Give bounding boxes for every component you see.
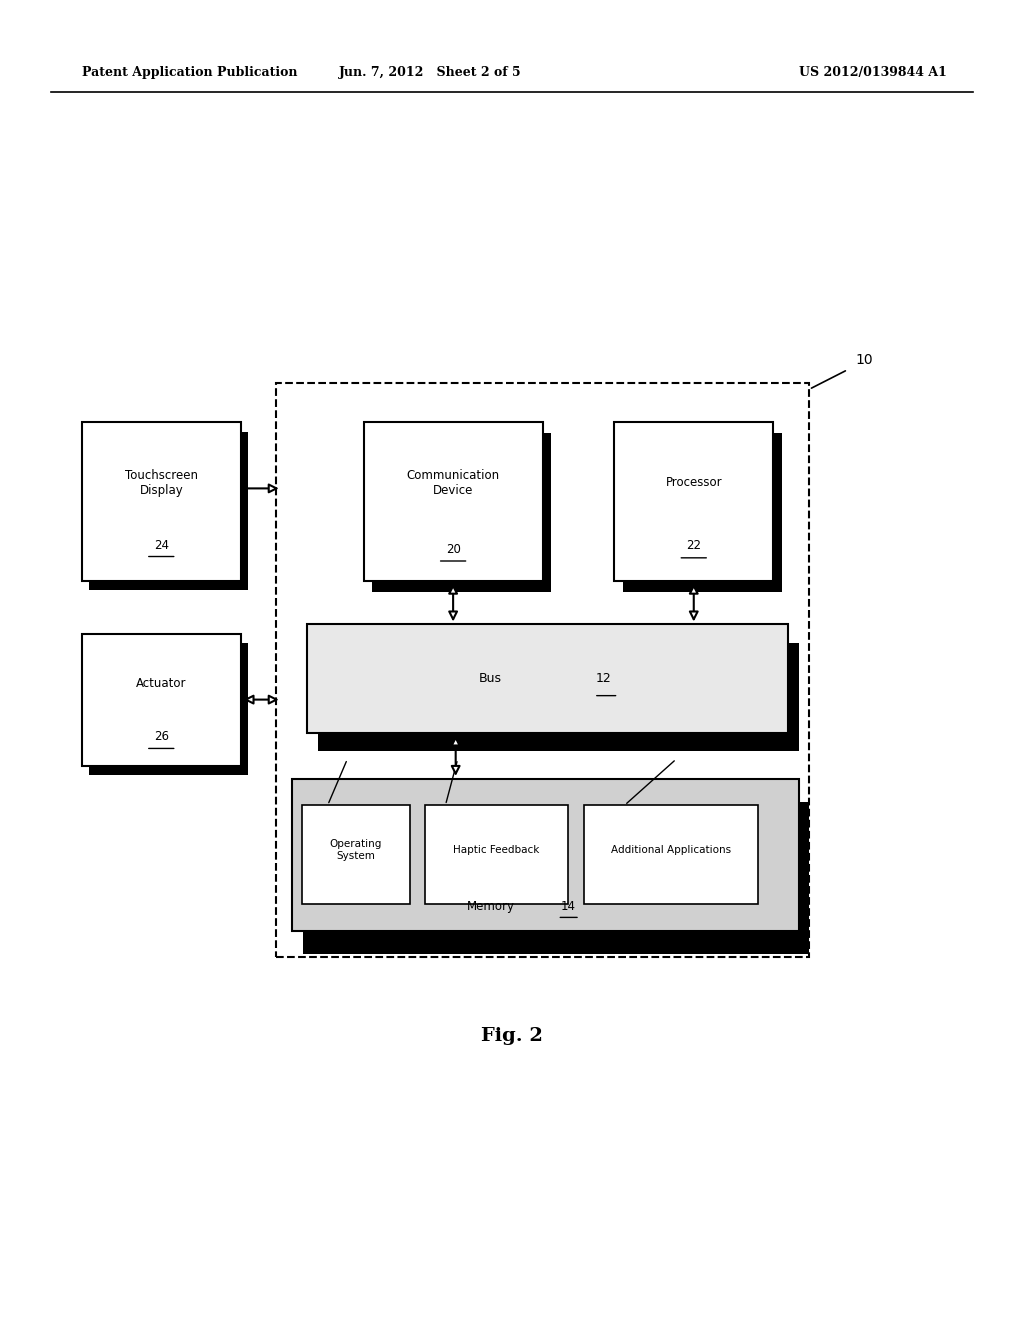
Text: Jun. 7, 2012   Sheet 2 of 5: Jun. 7, 2012 Sheet 2 of 5: [339, 66, 521, 79]
Text: 26: 26: [154, 730, 169, 743]
FancyBboxPatch shape: [614, 422, 773, 581]
FancyBboxPatch shape: [317, 643, 799, 751]
FancyBboxPatch shape: [364, 422, 543, 581]
Text: 15: 15: [343, 737, 357, 747]
Text: Touchscreen
Display: Touchscreen Display: [125, 469, 198, 496]
Text: 12: 12: [596, 672, 611, 685]
Text: 14: 14: [560, 900, 575, 913]
FancyBboxPatch shape: [303, 803, 809, 953]
FancyBboxPatch shape: [307, 624, 788, 733]
FancyBboxPatch shape: [623, 433, 781, 591]
FancyBboxPatch shape: [425, 805, 568, 904]
Text: 16: 16: [454, 737, 468, 747]
Text: Actuator: Actuator: [136, 677, 186, 690]
Text: US 2012/0139844 A1: US 2012/0139844 A1: [799, 66, 946, 79]
Text: 18: 18: [673, 737, 686, 747]
FancyBboxPatch shape: [82, 634, 241, 766]
Text: 10: 10: [855, 354, 872, 367]
FancyBboxPatch shape: [89, 643, 248, 775]
Text: Memory: Memory: [467, 900, 515, 913]
Text: Additional Applications: Additional Applications: [610, 845, 731, 855]
Text: Operating
System: Operating System: [330, 840, 382, 861]
Text: Haptic Feedback: Haptic Feedback: [454, 845, 540, 855]
Text: Fig. 2: Fig. 2: [481, 1027, 543, 1045]
Text: Patent Application Publication: Patent Application Publication: [82, 66, 297, 79]
FancyBboxPatch shape: [302, 805, 410, 904]
FancyBboxPatch shape: [89, 432, 248, 590]
Text: Communication
Device: Communication Device: [407, 469, 500, 496]
Text: Bus: Bus: [478, 672, 502, 685]
FancyBboxPatch shape: [584, 805, 758, 904]
FancyBboxPatch shape: [292, 779, 799, 931]
Text: Processor: Processor: [666, 477, 722, 490]
FancyBboxPatch shape: [372, 433, 551, 591]
Text: 24: 24: [154, 540, 169, 553]
Text: 20: 20: [445, 543, 461, 556]
FancyBboxPatch shape: [82, 422, 241, 581]
Text: 22: 22: [686, 540, 701, 553]
